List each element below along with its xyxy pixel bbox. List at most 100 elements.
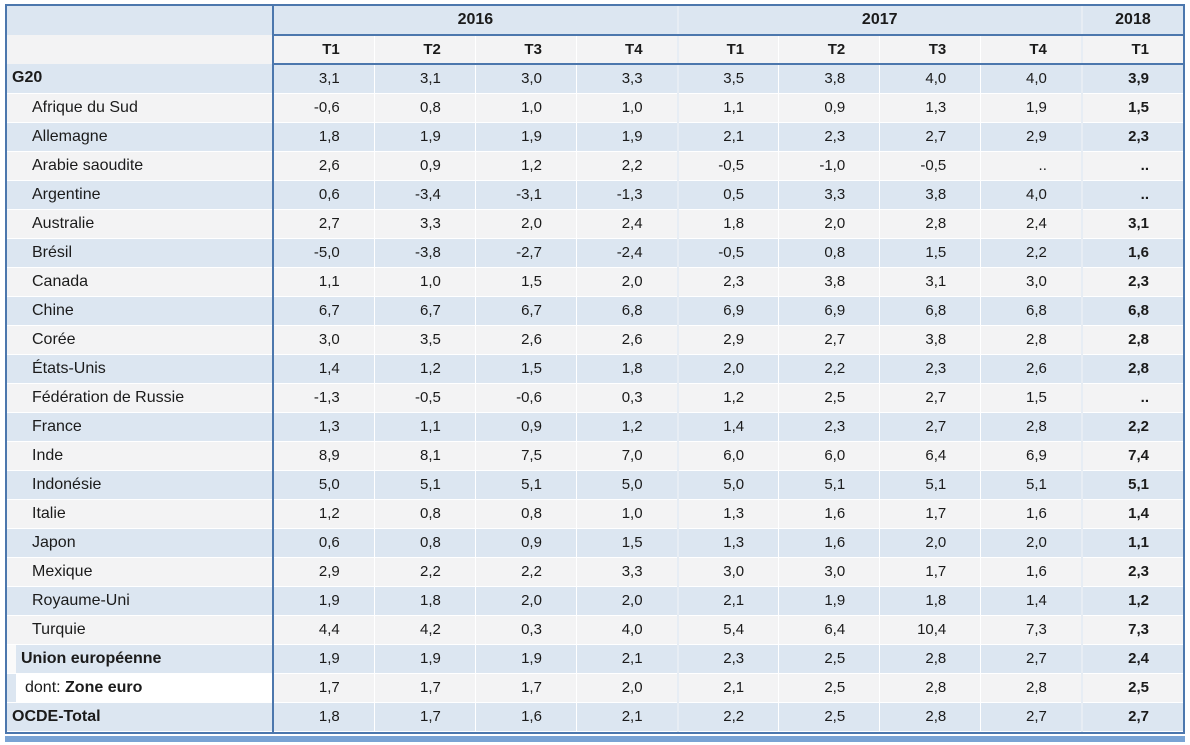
value-cell: 0,5	[676, 180, 779, 210]
value-cell: 2,8	[980, 325, 1082, 355]
value-cell: 1,5	[474, 267, 577, 297]
value-cell: 1,0	[373, 267, 476, 297]
value-cell: 2,9	[980, 122, 1082, 152]
value-cell: 2,2	[778, 354, 880, 384]
value-cell: -0,5	[879, 151, 981, 181]
value-cell: 2,6	[474, 325, 577, 355]
value-cell: 3,5	[373, 325, 476, 355]
value-cell: 7,0	[575, 441, 678, 471]
value-cell: 5,0	[272, 470, 375, 500]
value-cell: ..	[1080, 151, 1183, 181]
value-cell: 2,1	[575, 644, 678, 674]
value-cell: 1,6	[1080, 238, 1183, 268]
value-cell: 1,6	[980, 557, 1082, 587]
quarter-header-row: T1 T2 T3 T4 T1 T2 T3 T4 T1	[7, 35, 1183, 65]
value-cell: 2,3	[676, 644, 779, 674]
value-cell: 6,0	[778, 441, 880, 471]
value-cell: 7,4	[1080, 441, 1183, 471]
value-cell: 2,8	[1080, 354, 1183, 384]
bottom-accent-bar	[5, 735, 1185, 742]
value-cell: 2,2	[676, 702, 779, 732]
value-cell: 0,8	[474, 499, 577, 529]
value-cell: 2,2	[1080, 412, 1183, 442]
table-row: Royaume-Uni 1,9 1,8 2,0 2,0 2,1 1,9 1,8 1,4 1,2	[7, 586, 1183, 616]
table-row: France 1,3 1,1 0,9 1,2 1,4 2,3 2,7 2,8 2,2	[7, 412, 1183, 442]
value-cell: 0,9	[474, 412, 577, 442]
value-cell: -3,8	[373, 238, 476, 268]
value-cell: 2,7	[879, 412, 981, 442]
value-cell: 1,5	[1080, 93, 1183, 123]
value-cell: 2,8	[879, 209, 981, 239]
gdp-table-frame: 2016 2017 2018 T1 T2 T3 T4 T1 T2 T3 T4 T…	[5, 4, 1185, 734]
value-cell: 6,9	[778, 296, 880, 326]
value-cell: 1,1	[272, 267, 375, 297]
value-cell: 1,8	[373, 586, 476, 616]
row-label: Union européenne	[7, 644, 274, 674]
value-cell: 2,7	[980, 644, 1082, 674]
value-cell: 1,4	[676, 412, 779, 442]
value-cell: 3,0	[272, 325, 375, 355]
value-cell: 2,6	[272, 151, 375, 181]
value-cell: -1,0	[778, 151, 880, 181]
value-cell: 3,5	[676, 64, 779, 94]
value-cell: 1,7	[373, 673, 476, 703]
value-cell: 2,7	[778, 325, 880, 355]
row-label: G20	[7, 64, 274, 94]
table-row: G20 3,1 3,1 3,0 3,3 3,5 3,8 4,0 4,0 3,9	[7, 64, 1183, 94]
value-cell: 2,8	[879, 702, 981, 732]
value-cell: 1,9	[575, 122, 678, 152]
value-cell: 0,9	[373, 151, 476, 181]
row-label: Indonésie	[7, 470, 274, 500]
value-cell: ..	[1080, 383, 1183, 413]
table-row: Argentine 0,6 -3,4 -3,1 -1,3 0,5 3,3 3,8 4,0..	[7, 180, 1183, 210]
value-cell: 1,2	[575, 412, 678, 442]
value-cell: 2,8	[980, 673, 1082, 703]
value-cell: 1,7	[373, 702, 476, 732]
value-cell: 2,0	[575, 586, 678, 616]
year-header-row: 2016 2017 2018	[7, 6, 1183, 36]
value-cell: 1,5	[474, 354, 577, 384]
value-cell: 1,6	[980, 499, 1082, 529]
row-label: Japon	[7, 528, 274, 558]
value-cell: 0,6	[272, 528, 375, 558]
value-cell: 1,2	[373, 354, 476, 384]
value-cell: 6,8	[879, 296, 981, 326]
table-row: Corée 3,0 3,5 2,6 2,6 2,9 2,7 3,8 2,8 2,8	[7, 325, 1183, 355]
value-cell: 0,8	[373, 499, 476, 529]
row-label: Corée	[7, 325, 274, 355]
value-cell: 7,3	[980, 615, 1082, 645]
value-cell: 1,1	[373, 412, 476, 442]
row-label: Australie	[7, 209, 274, 239]
table-row: Canada 1,1 1,0 1,5 2,0 2,3 3,8 3,1 3,0 2,3	[7, 267, 1183, 297]
value-cell: 10,4	[879, 615, 981, 645]
value-cell: 6,8	[1080, 296, 1183, 326]
value-cell: 2,1	[676, 586, 779, 616]
value-cell: 2,0	[575, 267, 678, 297]
value-cell: 2,0	[879, 528, 981, 558]
value-cell: 1,3	[272, 412, 375, 442]
value-cell: 2,2	[980, 238, 1082, 268]
value-cell: 1,2	[1080, 586, 1183, 616]
row-label: Inde	[7, 441, 274, 471]
value-cell: 1,4	[1080, 499, 1183, 529]
value-cell: 5,4	[676, 615, 779, 645]
value-cell: 4,0	[980, 64, 1082, 94]
value-cell: 0,3	[474, 615, 577, 645]
gdp-quarterly-growth-table: 2016 2017 2018 T1 T2 T3 T4 T1 T2 T3 T4 T…	[7, 6, 1183, 732]
value-cell: 2,1	[676, 673, 779, 703]
value-cell: 3,0	[676, 557, 779, 587]
row-label-prefix: dont:	[25, 678, 66, 696]
value-cell: 0,3	[575, 383, 678, 413]
value-cell: 2,8	[980, 412, 1082, 442]
value-cell: 1,6	[778, 499, 880, 529]
value-cell: -2,4	[575, 238, 678, 268]
value-cell: -0,5	[676, 151, 779, 181]
value-cell: 1,8	[575, 354, 678, 384]
value-cell: 2,4	[1080, 644, 1183, 674]
row-label: Arabie saoudite	[7, 151, 274, 181]
value-cell: 5,1	[778, 470, 880, 500]
quarter-header-2017-t3: T3	[879, 35, 981, 65]
value-cell: 3,1	[879, 267, 981, 297]
value-cell: 1,1	[676, 93, 779, 123]
value-cell: 3,0	[980, 267, 1082, 297]
